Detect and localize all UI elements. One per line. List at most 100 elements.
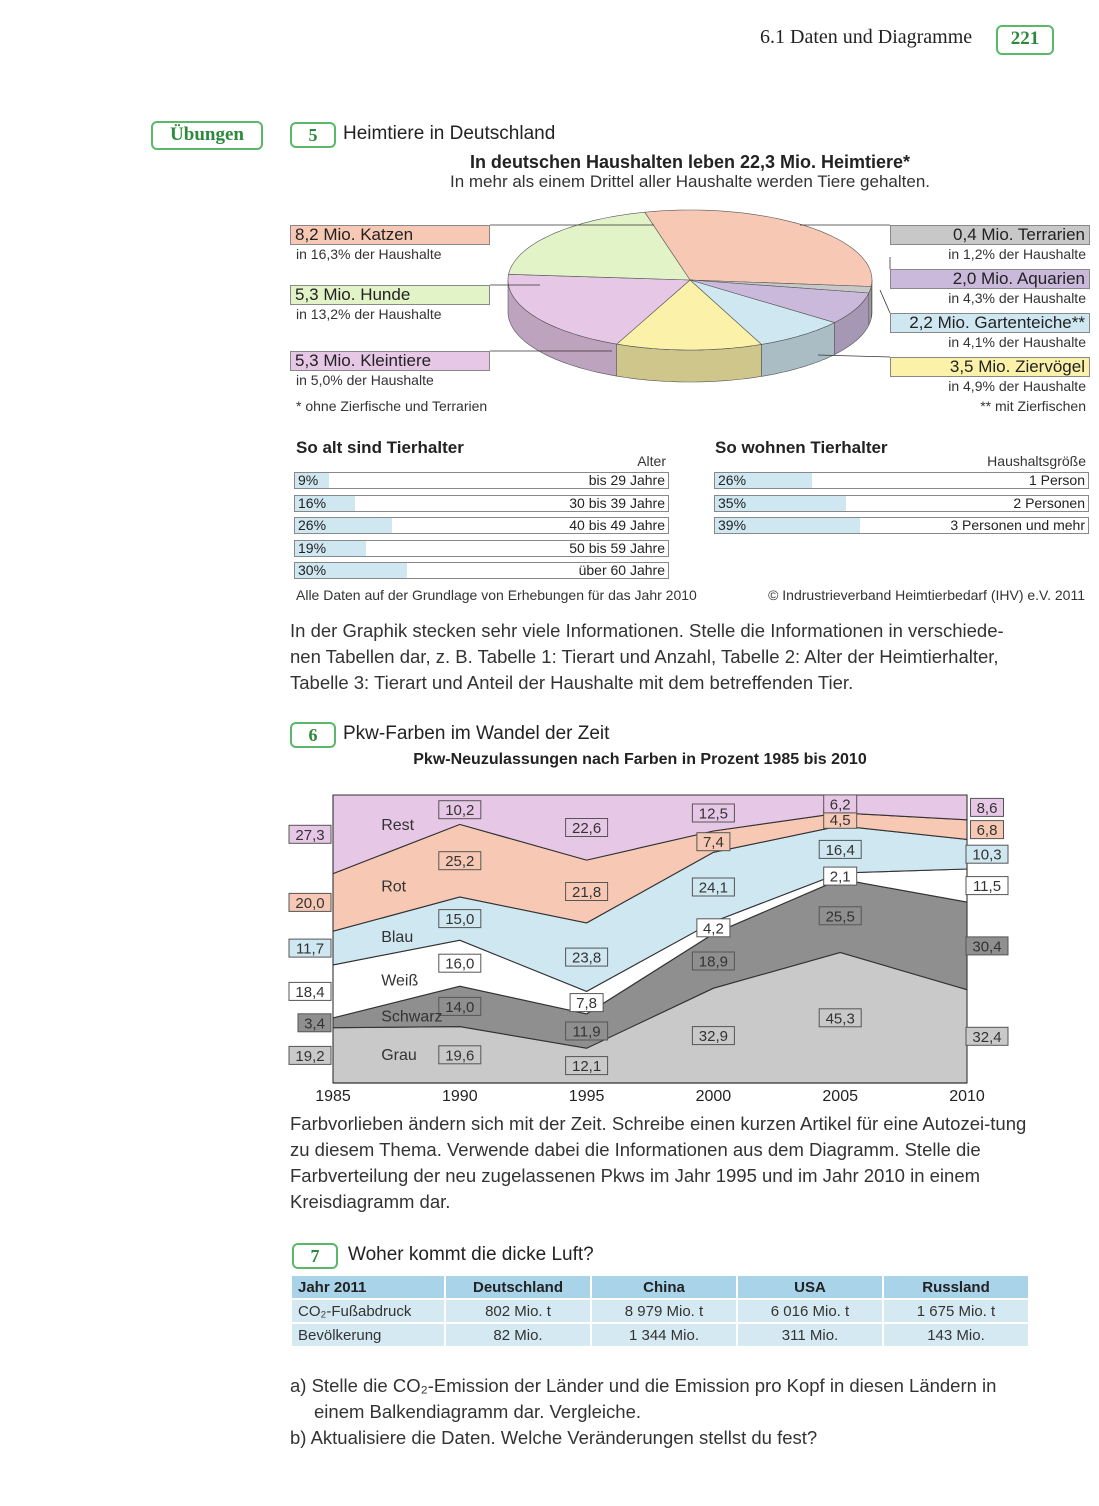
bar-category-label: 2 Personen [1013, 494, 1085, 511]
bar-fill [295, 563, 407, 578]
co2-table: Jahr 2011 Deutschland China USA Russland… [290, 1274, 1030, 1348]
data-label: 16,4 [826, 842, 855, 859]
table-cell: 802 Mio. t [446, 1300, 590, 1322]
pie-sub-kleintiere: in 5,0% der Haushalte [296, 372, 434, 388]
source-left: Alle Daten auf der Grundlage von Erhebun… [296, 587, 697, 603]
data-label: 3,4 [304, 1015, 325, 1032]
data-label-box [691, 1026, 735, 1046]
data-label-box [565, 818, 609, 837]
area-chart-title: Pkw-Neuzulassungen nach Farben in Prozen… [413, 751, 867, 768]
bar-value-label: 26% [298, 517, 327, 533]
data-label-box [438, 909, 482, 929]
data-label-box [565, 1021, 609, 1041]
page-number: 221 [996, 25, 1054, 55]
data-label-box [965, 936, 1009, 956]
bar-category-label: 1 Person [1028, 472, 1085, 488]
table-cell: 1 344 Mio. [592, 1324, 736, 1346]
pie-leader-line [879, 289, 891, 314]
data-label-box [818, 1008, 862, 1028]
pie-label-gartenteiche: 2,2 Mio. Gartenteiche** [890, 313, 1090, 333]
data-label: 10,2 [445, 802, 474, 819]
data-label: 7,4 [703, 834, 724, 851]
section-title: 6.1 Daten und Diagramme [760, 26, 973, 48]
pie-sub-terrarien: in 1,2% der Haushalte [948, 246, 1086, 262]
bar-fill [295, 540, 366, 556]
bar-category-label: 50 bis 59 Jahre [569, 539, 665, 556]
data-label-box [565, 882, 609, 901]
data-label: 12,5 [699, 806, 728, 823]
bar-value-label: 30% [298, 562, 327, 578]
bar-category-label: 30 bis 39 Jahre [569, 494, 665, 511]
data-label: 20,0 [295, 895, 324, 912]
table-row: Bevölkerung 82 Mio. 1 344 Mio. 311 Mio. … [292, 1324, 1028, 1346]
data-label-box [438, 1045, 482, 1065]
data-label-box [823, 794, 858, 814]
data-label-box [297, 1013, 332, 1033]
data-label-box [691, 951, 735, 971]
series-label: Weiß [381, 973, 418, 990]
pie-chart [490, 209, 891, 383]
data-label-box [438, 851, 482, 871]
bar-fill [295, 473, 329, 488]
bar-fill [715, 518, 861, 533]
exercise-6-title: Pkw-Farben im Wandel der Zeit [343, 723, 610, 744]
household-chart-title: So wohnen Tierhalter [715, 438, 888, 457]
x-tick-label: 2000 [696, 1088, 732, 1105]
pie-slice-0 [644, 209, 873, 287]
data-label-box [818, 839, 862, 859]
data-label-box [288, 938, 332, 958]
data-label-box [438, 800, 482, 820]
bar-row: 26% 1 Person [714, 472, 1089, 489]
data-label-box [818, 906, 862, 926]
data-label-box [565, 1056, 609, 1076]
data-label: 7,8 [576, 995, 597, 1012]
pie-chart-subtitle: In mehr als einem Drittel aller Haushalt… [449, 172, 931, 191]
data-label: 12,1 [572, 1058, 601, 1075]
data-label: 24,1 [699, 880, 728, 897]
data-label: 10,3 [972, 847, 1001, 864]
data-label: 32,4 [972, 1029, 1001, 1046]
data-label-box [288, 981, 332, 1001]
table-header-cell: USA [738, 1276, 882, 1298]
table-header-cell: China [592, 1276, 736, 1298]
data-label-box [970, 797, 1004, 817]
data-label: 14,0 [445, 999, 474, 1016]
data-label: 18,9 [699, 954, 728, 971]
exercise-7-number: 7 [292, 1243, 338, 1269]
exercise-6-text: Farbvorlieben ändern sich mit der Zeit. … [290, 1113, 1027, 1212]
pie-label-katzen: 8,2 Mio. Katzen [290, 225, 490, 245]
bar-row: 26% 40 bis 49 Jahre [294, 517, 669, 534]
bar-row: 9% bis 29 Jahre [294, 472, 669, 489]
bar-value-label: 39% [718, 517, 747, 533]
data-label-box [288, 824, 332, 844]
data-label: 6,2 [830, 796, 851, 813]
series-label: Blau [381, 929, 413, 946]
data-label: 15,0 [445, 911, 474, 928]
pie-sub-katzen: in 16,3% der Haushalte [296, 246, 442, 262]
bar-row: 16% 30 bis 39 Jahre [294, 494, 669, 512]
table-cell: 82 Mio. [446, 1324, 590, 1346]
table-cell: 8 979 Mio. t [592, 1300, 736, 1322]
data-label-box [569, 993, 604, 1013]
exercise-7-task-b: b) Aktualisiere die Daten. Welche Veränd… [290, 1427, 818, 1448]
bar-row: 39% 3 Personen und mehr [714, 517, 1089, 534]
data-label: 4,2 [703, 920, 724, 937]
exercise-5-title: Heimtiere in Deutschland [343, 123, 556, 144]
data-label-box [565, 947, 609, 967]
data-label: 8,6 [977, 800, 998, 817]
data-label: 45,3 [826, 1010, 855, 1027]
table-cell: 311 Mio. [738, 1324, 882, 1346]
pie-slice-3 [689, 279, 836, 345]
table-cell: 6 016 Mio. t [738, 1300, 882, 1322]
pie-slice-4 [616, 279, 763, 351]
series-label: Rest [381, 817, 414, 834]
x-tick-label: 1995 [569, 1088, 605, 1105]
data-label: 2,1 [830, 869, 851, 886]
age-chart-title: So alt sind Tierhalter [296, 438, 464, 457]
x-tick-label: 1985 [315, 1088, 351, 1105]
data-label: 25,5 [826, 908, 855, 925]
bar-row: 19% 50 bis 59 Jahre [294, 539, 669, 557]
pie-sub-ziervoegel: in 4,9% der Haushalte [948, 378, 1086, 394]
table-cell: 143 Mio. [884, 1324, 1028, 1346]
data-label: 30,4 [972, 938, 1001, 955]
